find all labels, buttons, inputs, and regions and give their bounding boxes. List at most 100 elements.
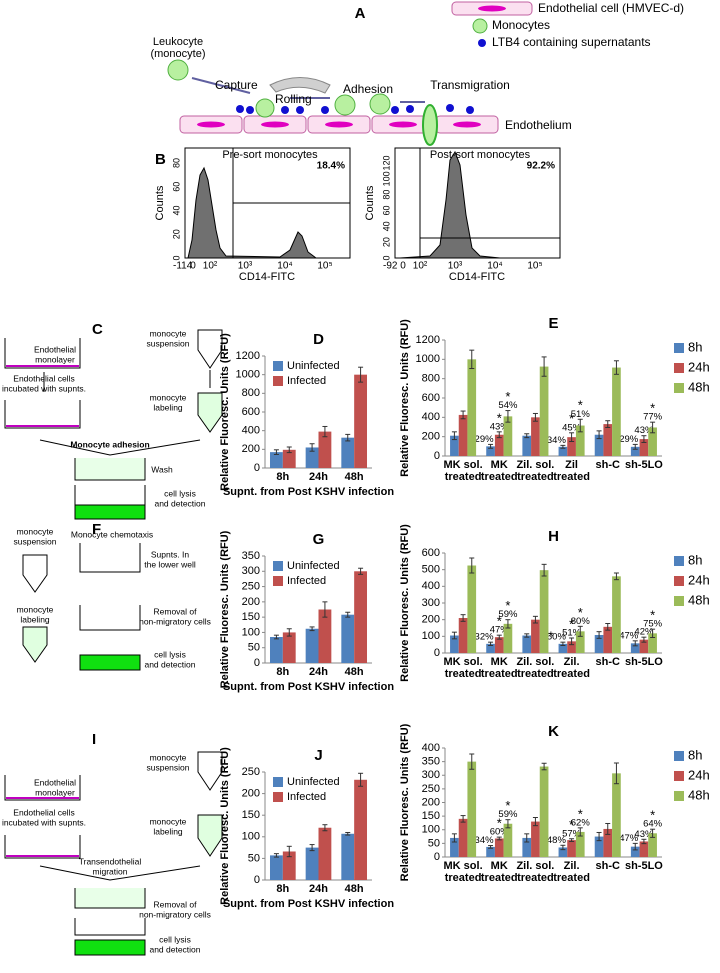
bar xyxy=(318,431,332,468)
y-tick-label: 50 xyxy=(248,852,260,864)
legend-swatch xyxy=(674,363,684,373)
bar xyxy=(630,446,640,456)
nucleus xyxy=(261,121,289,128)
annotation: 34% xyxy=(547,435,567,446)
significance: * xyxy=(497,816,502,831)
label: suspension xyxy=(13,536,56,546)
y-tick-label: 400 xyxy=(422,742,440,754)
legend-swatch xyxy=(273,361,283,371)
bar xyxy=(318,609,332,663)
label: 92.2% xyxy=(527,161,555,172)
legend-label: 24h xyxy=(688,572,710,587)
bar xyxy=(494,637,504,653)
label: monocyte xyxy=(17,526,54,536)
ltb4-dot xyxy=(321,106,329,114)
x-tick-label: MK sol. treated xyxy=(443,860,483,884)
bar xyxy=(612,773,621,857)
label: 0 xyxy=(381,255,391,260)
annotation: 43% xyxy=(490,421,510,432)
y-tick-label: 250 xyxy=(422,783,440,795)
nucleus xyxy=(453,121,481,128)
x-tick-label-box: 48h xyxy=(345,471,364,483)
label: incubated with supnts. xyxy=(2,383,86,393)
legend-label: Infected xyxy=(287,791,326,803)
protocol-shapes xyxy=(4,329,223,956)
x-tick-label: sh-5LO xyxy=(624,459,663,471)
significance: * xyxy=(569,411,574,426)
x-tick-label-box: Zil. treated xyxy=(553,860,590,884)
panel-label: C xyxy=(92,321,103,338)
bar xyxy=(341,833,355,880)
bar xyxy=(603,828,613,857)
bar xyxy=(522,435,532,456)
x-tick-label: Zil. treated xyxy=(553,860,590,884)
annotation: 47% xyxy=(619,833,639,844)
significance: * xyxy=(650,608,655,623)
bar xyxy=(567,840,576,857)
legend-swatch xyxy=(674,556,684,566)
bar xyxy=(269,637,283,663)
bar xyxy=(318,827,332,880)
label: Transendothelial xyxy=(79,856,142,866)
y-tick-label: 0 xyxy=(254,657,260,669)
label: monolayer xyxy=(35,354,75,364)
bar xyxy=(575,831,585,857)
nucleus xyxy=(389,121,417,128)
bar xyxy=(503,823,513,857)
y-tick-label: 200 xyxy=(422,614,440,626)
x-tick-label: sh-C xyxy=(595,656,620,668)
arrow xyxy=(191,77,251,94)
label: 100 xyxy=(381,171,391,186)
x-tick-label-box: 48h xyxy=(345,666,364,678)
annotation: 50% xyxy=(547,632,567,643)
legend-label: 24h xyxy=(688,767,710,782)
significance: * xyxy=(548,629,553,644)
label: monocyte xyxy=(150,328,187,338)
label: (monocyte) xyxy=(150,48,205,60)
bar xyxy=(354,571,368,663)
x-tick-label-box: MK sol. treated xyxy=(444,459,483,483)
y-tick-label: 600 xyxy=(422,547,440,559)
label: non-migratory cells xyxy=(139,909,211,919)
tube xyxy=(22,626,48,663)
label: 0 xyxy=(190,261,196,272)
ltb4-dot xyxy=(466,106,474,114)
y-tick-label: 0 xyxy=(254,874,260,886)
label: 80 xyxy=(381,190,391,200)
bar xyxy=(531,821,540,857)
y-axis-label: Relative Fluoresc. Units (RFU) xyxy=(219,530,231,688)
annotation: 60% xyxy=(490,827,510,838)
y-tick-label: 0 xyxy=(434,647,440,659)
bar xyxy=(467,359,477,456)
label: 60 xyxy=(381,205,391,215)
bar xyxy=(269,452,283,468)
tube xyxy=(197,751,223,791)
x-tick-label: 48h xyxy=(344,883,364,895)
endothelium xyxy=(179,104,499,134)
y-tick-label: 600 xyxy=(242,406,260,418)
x-tick-label-box: Zil. sol. treated xyxy=(516,860,554,884)
chart-title: J xyxy=(314,747,322,764)
legend-label: 48h xyxy=(688,592,710,607)
well xyxy=(4,835,81,859)
x-tick-label: 24h xyxy=(309,471,328,483)
bar xyxy=(494,838,504,857)
y-tick-label: 100 xyxy=(422,824,440,836)
merge-arrows xyxy=(39,865,201,881)
label: 10² xyxy=(203,261,218,272)
y-tick-label: 1200 xyxy=(416,334,440,346)
transmigrating-monocyte xyxy=(422,104,438,146)
well xyxy=(4,400,81,429)
label: the lower well xyxy=(144,559,196,569)
x-tick-label-box: 8h xyxy=(276,883,289,895)
y-axis-label: Relative Fluoresc. Units (RFU) xyxy=(399,723,411,881)
ltb4-dot xyxy=(446,104,454,112)
label: Supnts. In xyxy=(151,549,190,559)
bar xyxy=(639,639,649,653)
y-tick-label: 400 xyxy=(242,425,260,437)
label: monolayer xyxy=(35,787,75,797)
y-axis-label: Relative Fluoresc. Units (RFU) xyxy=(219,333,231,491)
bar xyxy=(305,447,319,468)
x-tick-label: Zil. sol. treated xyxy=(516,656,555,680)
label: cell lysis xyxy=(154,649,186,659)
